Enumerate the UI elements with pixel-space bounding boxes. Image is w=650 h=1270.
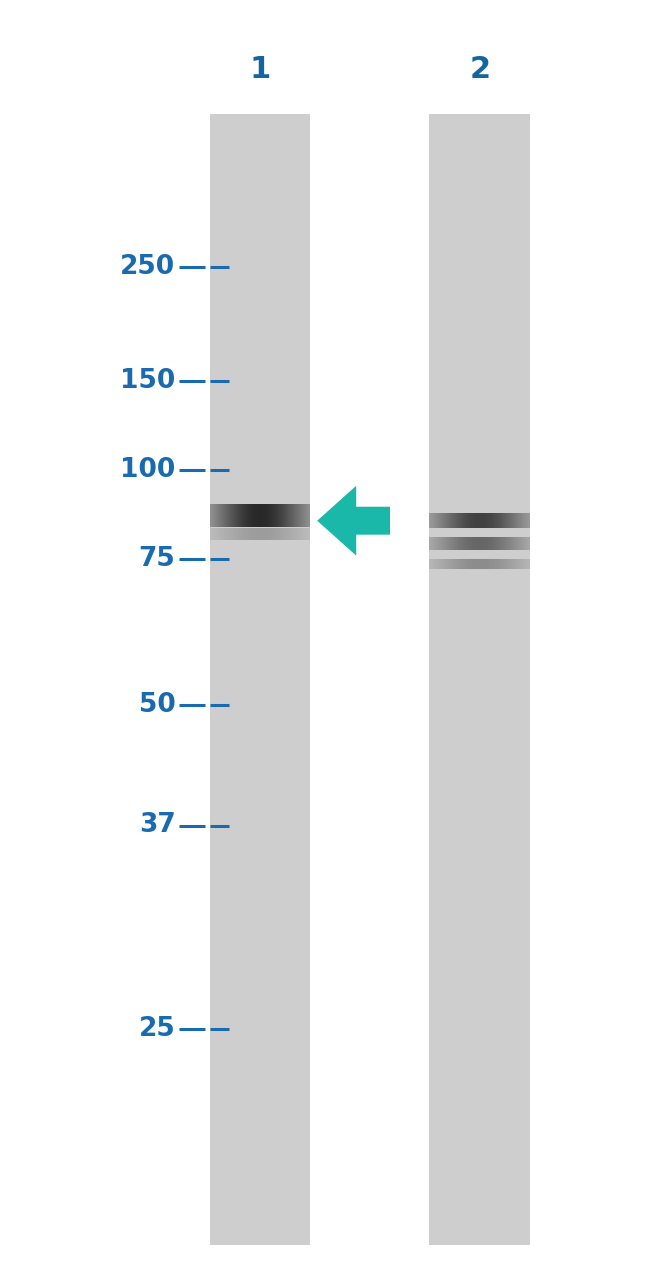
Text: 37: 37 <box>138 813 176 838</box>
Text: 50: 50 <box>138 692 176 718</box>
Text: 1: 1 <box>250 56 270 84</box>
Bar <box>209 114 311 1245</box>
Text: 75: 75 <box>138 546 176 572</box>
Text: 250: 250 <box>120 254 176 279</box>
Polygon shape <box>317 485 390 556</box>
Bar <box>429 114 530 1245</box>
Text: 25: 25 <box>138 1016 176 1041</box>
Text: 150: 150 <box>120 368 176 394</box>
Text: 2: 2 <box>469 56 490 84</box>
Text: 100: 100 <box>120 457 176 483</box>
